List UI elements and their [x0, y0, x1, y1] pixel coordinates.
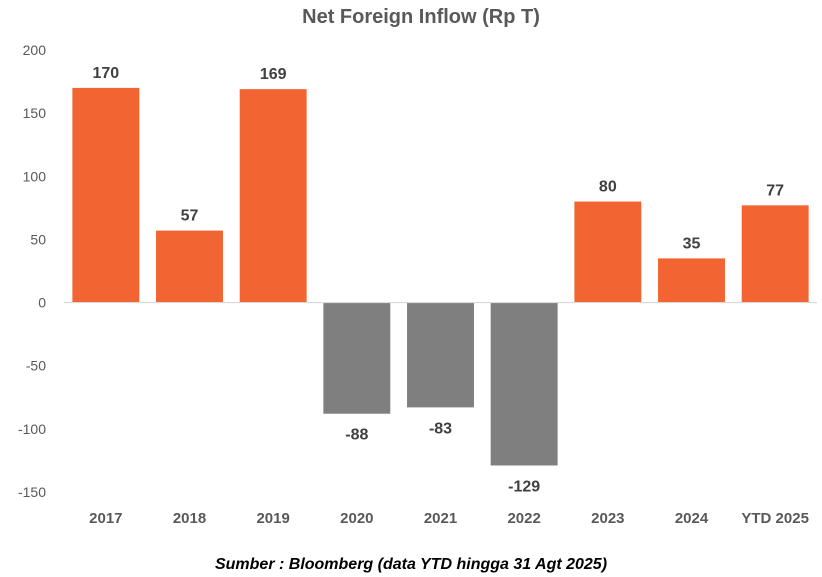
chart-title: Net Foreign Inflow (Rp T) [302, 6, 540, 28]
x-tick-label: 2024 [675, 510, 709, 527]
bar [574, 201, 642, 303]
bar [407, 302, 474, 408]
bar [239, 89, 307, 303]
x-tick-label: 2022 [507, 510, 540, 527]
data-label: 170 [92, 65, 119, 82]
y-tick-label: -50 [26, 358, 46, 374]
x-tick-label: 2020 [340, 510, 373, 527]
x-tick-label: 2023 [591, 510, 624, 527]
bar [490, 302, 558, 466]
data-label: -129 [508, 478, 540, 495]
data-label: 57 [181, 208, 199, 225]
bars [72, 87, 809, 466]
bar [323, 302, 391, 414]
data-label: -88 [345, 427, 368, 444]
y-tick-label: 200 [23, 42, 47, 58]
source-note: Sumber : Bloomberg (data YTD hingga 31 A… [214, 556, 608, 573]
y-axis-ticks: 200 150 100 50 0 -50 -100 -150 [18, 42, 46, 500]
x-tick-label: 2018 [173, 510, 206, 527]
data-label: 35 [683, 235, 701, 252]
y-tick-label: -100 [18, 421, 46, 437]
x-tick-label: 2017 [89, 510, 122, 527]
y-tick-label: 50 [30, 231, 46, 247]
bar [156, 230, 223, 303]
data-label: 80 [599, 179, 617, 196]
x-tick-label: YTD 2025 [741, 510, 809, 527]
bar [741, 205, 809, 303]
bar [72, 87, 140, 303]
bar [658, 258, 725, 303]
x-axis-ticks: 2017 2018 2019 2020 2021 2022 2023 2024 YTD 2025 [89, 510, 809, 527]
data-label: 77 [766, 182, 784, 199]
y-tick-label: 0 [38, 295, 46, 311]
y-tick-label: -150 [18, 484, 46, 500]
data-labels: 170 57 169 -88 -83 -129 80 35 77 [92, 65, 784, 496]
x-tick-label: 2019 [256, 510, 289, 527]
y-tick-label: 150 [23, 105, 47, 121]
data-label: -83 [429, 420, 452, 437]
x-tick-label: 2021 [424, 510, 457, 527]
y-tick-label: 100 [23, 168, 47, 184]
data-label: 169 [260, 66, 287, 83]
